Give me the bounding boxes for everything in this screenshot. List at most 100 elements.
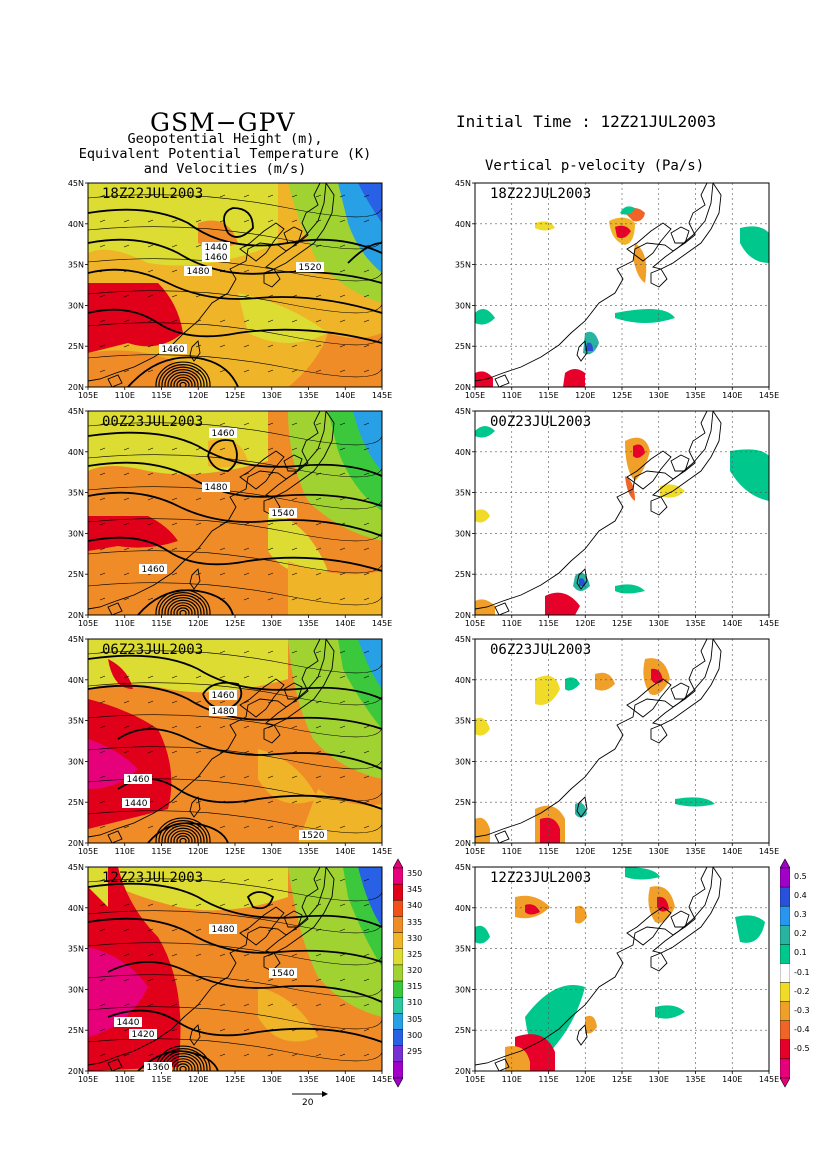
lon-tick-label: 120E <box>575 391 595 400</box>
contour-label: 1480 <box>209 706 237 717</box>
shaded-region <box>88 867 108 907</box>
lon-tick-label: 145E <box>372 619 392 628</box>
lat-tick-label: 40N <box>455 904 471 913</box>
lat-tick-label: 25N <box>68 570 84 579</box>
lon-tick-label: 125E <box>225 847 245 856</box>
lat-tick-label: 40N <box>455 448 471 457</box>
lon-tick-label: 125E <box>612 1075 632 1084</box>
pvel-panel-4: 45N 40N 35N 30N 25N 20N 105E 110E 115E 120E 125E 13… <box>445 861 779 1087</box>
contour-label: 1460 <box>124 774 152 785</box>
contour-label: 1440 <box>202 242 230 253</box>
colorbar-label: 310 <box>407 998 423 1008</box>
lon-tick-label: 125E <box>225 391 245 400</box>
lon-tick-label: 115E <box>151 391 171 400</box>
svg-text:1460: 1460 <box>127 775 150 785</box>
colorbar-label: 0.1 <box>794 948 807 958</box>
lon-tick-label: 130E <box>262 1075 282 1084</box>
lon-tick-label: 135E <box>685 619 705 628</box>
shaded-region <box>288 561 382 615</box>
contour-label: 1460 <box>159 344 187 355</box>
svg-text:1480: 1480 <box>212 925 235 935</box>
contour-label: 1540 <box>269 508 297 519</box>
colorbar-swatches <box>779 858 791 1088</box>
colorbar-swatch <box>392 916 404 933</box>
colorbar-swatch <box>392 997 404 1014</box>
svg-text:1460: 1460 <box>212 691 235 701</box>
shaded-region <box>475 925 490 944</box>
shaded-region <box>625 476 635 501</box>
lat-tick-label: 30N <box>455 301 471 310</box>
ept-panel-1: 45N 40N 35N 30N 25N 20N 105E 110E 115E 120E 125E 13… <box>58 177 392 403</box>
shaded-region <box>620 206 635 215</box>
frame-time-label: 18Z22JUL2003 <box>490 186 592 202</box>
reference-vector-label: 20 <box>302 1098 314 1108</box>
colorbar-swatch <box>779 925 791 945</box>
shaded-region <box>625 867 660 880</box>
right-column-title: Vertical p-velocity (Pa/s) <box>485 158 705 174</box>
lon-tick-label: 115E <box>538 619 558 628</box>
colorbar-swatch <box>392 1045 404 1063</box>
lat-tick-label: 35N <box>68 717 84 726</box>
shaded-region <box>540 817 560 843</box>
svg-text:1480: 1480 <box>212 707 235 717</box>
lon-tick-label: 115E <box>538 1075 558 1084</box>
lon-tick-label: 145E <box>372 391 392 400</box>
colorbar-label: 340 <box>407 901 423 911</box>
lon-tick-label: 140E <box>335 847 355 856</box>
lon-tick-label: 130E <box>262 619 282 628</box>
colorbar-label: 300 <box>407 1030 423 1040</box>
svg-text:1460: 1460 <box>212 429 235 439</box>
shaded-region <box>475 309 495 325</box>
shaded-region <box>545 592 580 615</box>
shaded-region <box>625 437 650 481</box>
lon-tick-label: 145E <box>372 1075 392 1084</box>
lon-tick-label: 140E <box>335 1075 355 1084</box>
shaded-region <box>575 905 587 924</box>
svg-text:1460: 1460 <box>205 253 228 263</box>
colorbar-swatch <box>392 948 404 966</box>
lon-tick-label: 105E <box>465 619 485 628</box>
lon-tick-label: 110E <box>115 619 135 628</box>
lon-tick-label: 145E <box>759 1075 779 1084</box>
lon-tick-label: 105E <box>465 1075 485 1084</box>
lat-tick-label: 30N <box>68 301 84 310</box>
lat-tick-label: 45N <box>455 635 471 644</box>
contour-label: 1480 <box>209 924 237 935</box>
contour-label: 1360 <box>144 1062 172 1073</box>
lat-tick-label: 25N <box>68 798 84 807</box>
pvel-panel-3: 45N 40N 35N 30N 25N 20N 105E 110E 115E 120E 125E 13… <box>445 633 779 859</box>
colorbar-swatch <box>392 883 404 901</box>
lat-tick-label: 40N <box>68 676 84 685</box>
colorbar-label: -0.1 <box>794 967 810 977</box>
colorbar-swatch <box>779 1020 791 1041</box>
lon-tick-label: 125E <box>225 1075 245 1084</box>
colorbar-label: 0.3 <box>794 910 807 920</box>
shaded-region <box>740 226 769 263</box>
ept-panel-3: 45N 40N 35N 30N 25N 20N 105E 110E 115E 120E 125E 13… <box>58 633 392 859</box>
colorbar-swatch <box>392 1013 404 1030</box>
lon-tick-label: 110E <box>115 391 135 400</box>
lon-tick-label: 145E <box>372 847 392 856</box>
shaded-region <box>563 369 585 387</box>
colorbar-swatch <box>779 963 791 983</box>
shaded-region <box>730 449 769 501</box>
lat-tick-label: 20N <box>68 1067 84 1076</box>
svg-text:1520: 1520 <box>299 263 322 273</box>
shaded-region <box>585 1015 597 1034</box>
shaded-region <box>353 411 382 471</box>
contour-label: 1420 <box>129 1029 157 1040</box>
shaded-region <box>535 675 560 705</box>
colorbar-label: 350 <box>407 869 423 879</box>
lon-tick-label: 115E <box>538 391 558 400</box>
lon-tick-label: 105E <box>78 619 98 628</box>
frame-time-label: 00Z23JUL2003 <box>102 414 204 430</box>
lon-tick-label: 135E <box>298 1075 318 1084</box>
colorbar-label: -0.4 <box>794 1024 810 1034</box>
lat-tick-label: 35N <box>455 489 471 498</box>
svg-text:1460: 1460 <box>162 345 185 355</box>
lat-tick-label: 30N <box>455 757 471 766</box>
shaded-region <box>565 677 580 691</box>
